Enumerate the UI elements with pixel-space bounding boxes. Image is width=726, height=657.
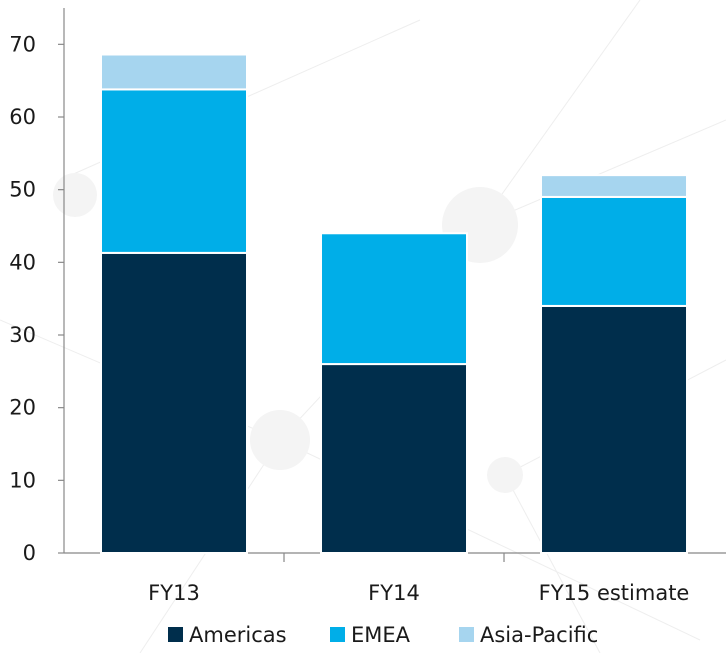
bar-segment-asia-pacific (100, 53, 249, 91)
y-tick-label: 60 (9, 105, 36, 129)
y-tick-label: 40 (9, 250, 36, 274)
x-tick-label: FY13 (148, 581, 200, 605)
bar-segment-asia-pacific (540, 174, 689, 198)
legend-label: Asia-Pacific (480, 623, 598, 647)
legend-swatch (330, 627, 345, 642)
x-tick-label: FY14 (368, 581, 420, 605)
legend-swatch (168, 627, 183, 642)
y-tick-label: 70 (9, 32, 36, 56)
y-tick-label: 0 (23, 541, 36, 565)
background-node (250, 410, 310, 470)
bar-segment-americas (100, 251, 249, 555)
legend: Americas EMEA Asia-Pacific (168, 623, 598, 647)
x-tick-label: FY15 estimate (539, 581, 690, 605)
y-tick-label: 10 (9, 468, 36, 492)
legend-label: EMEA (351, 623, 411, 647)
legend-item: Americas (168, 623, 287, 647)
bar-segment-emea (320, 232, 469, 366)
background-node (487, 457, 523, 493)
y-tick-label: 20 (9, 396, 36, 420)
bars (100, 53, 689, 555)
y-tick-label: 50 (9, 178, 36, 202)
bar-segment-emea (540, 195, 689, 307)
y-tick-labels: 0 10 20 30 40 50 60 70 (9, 32, 36, 565)
x-tick-labels: FY13 FY14 FY15 estimate (148, 581, 689, 605)
legend-item: Asia-Pacific (459, 623, 598, 647)
legend-label: Americas (189, 623, 287, 647)
bar-segment-americas (540, 304, 689, 554)
legend-item: EMEA (330, 623, 411, 647)
legend-swatch (459, 627, 474, 642)
bar-segment-americas (320, 363, 469, 555)
y-tick-label: 30 (9, 323, 36, 347)
background-node (53, 173, 97, 217)
bar-segment-emea (100, 88, 249, 254)
